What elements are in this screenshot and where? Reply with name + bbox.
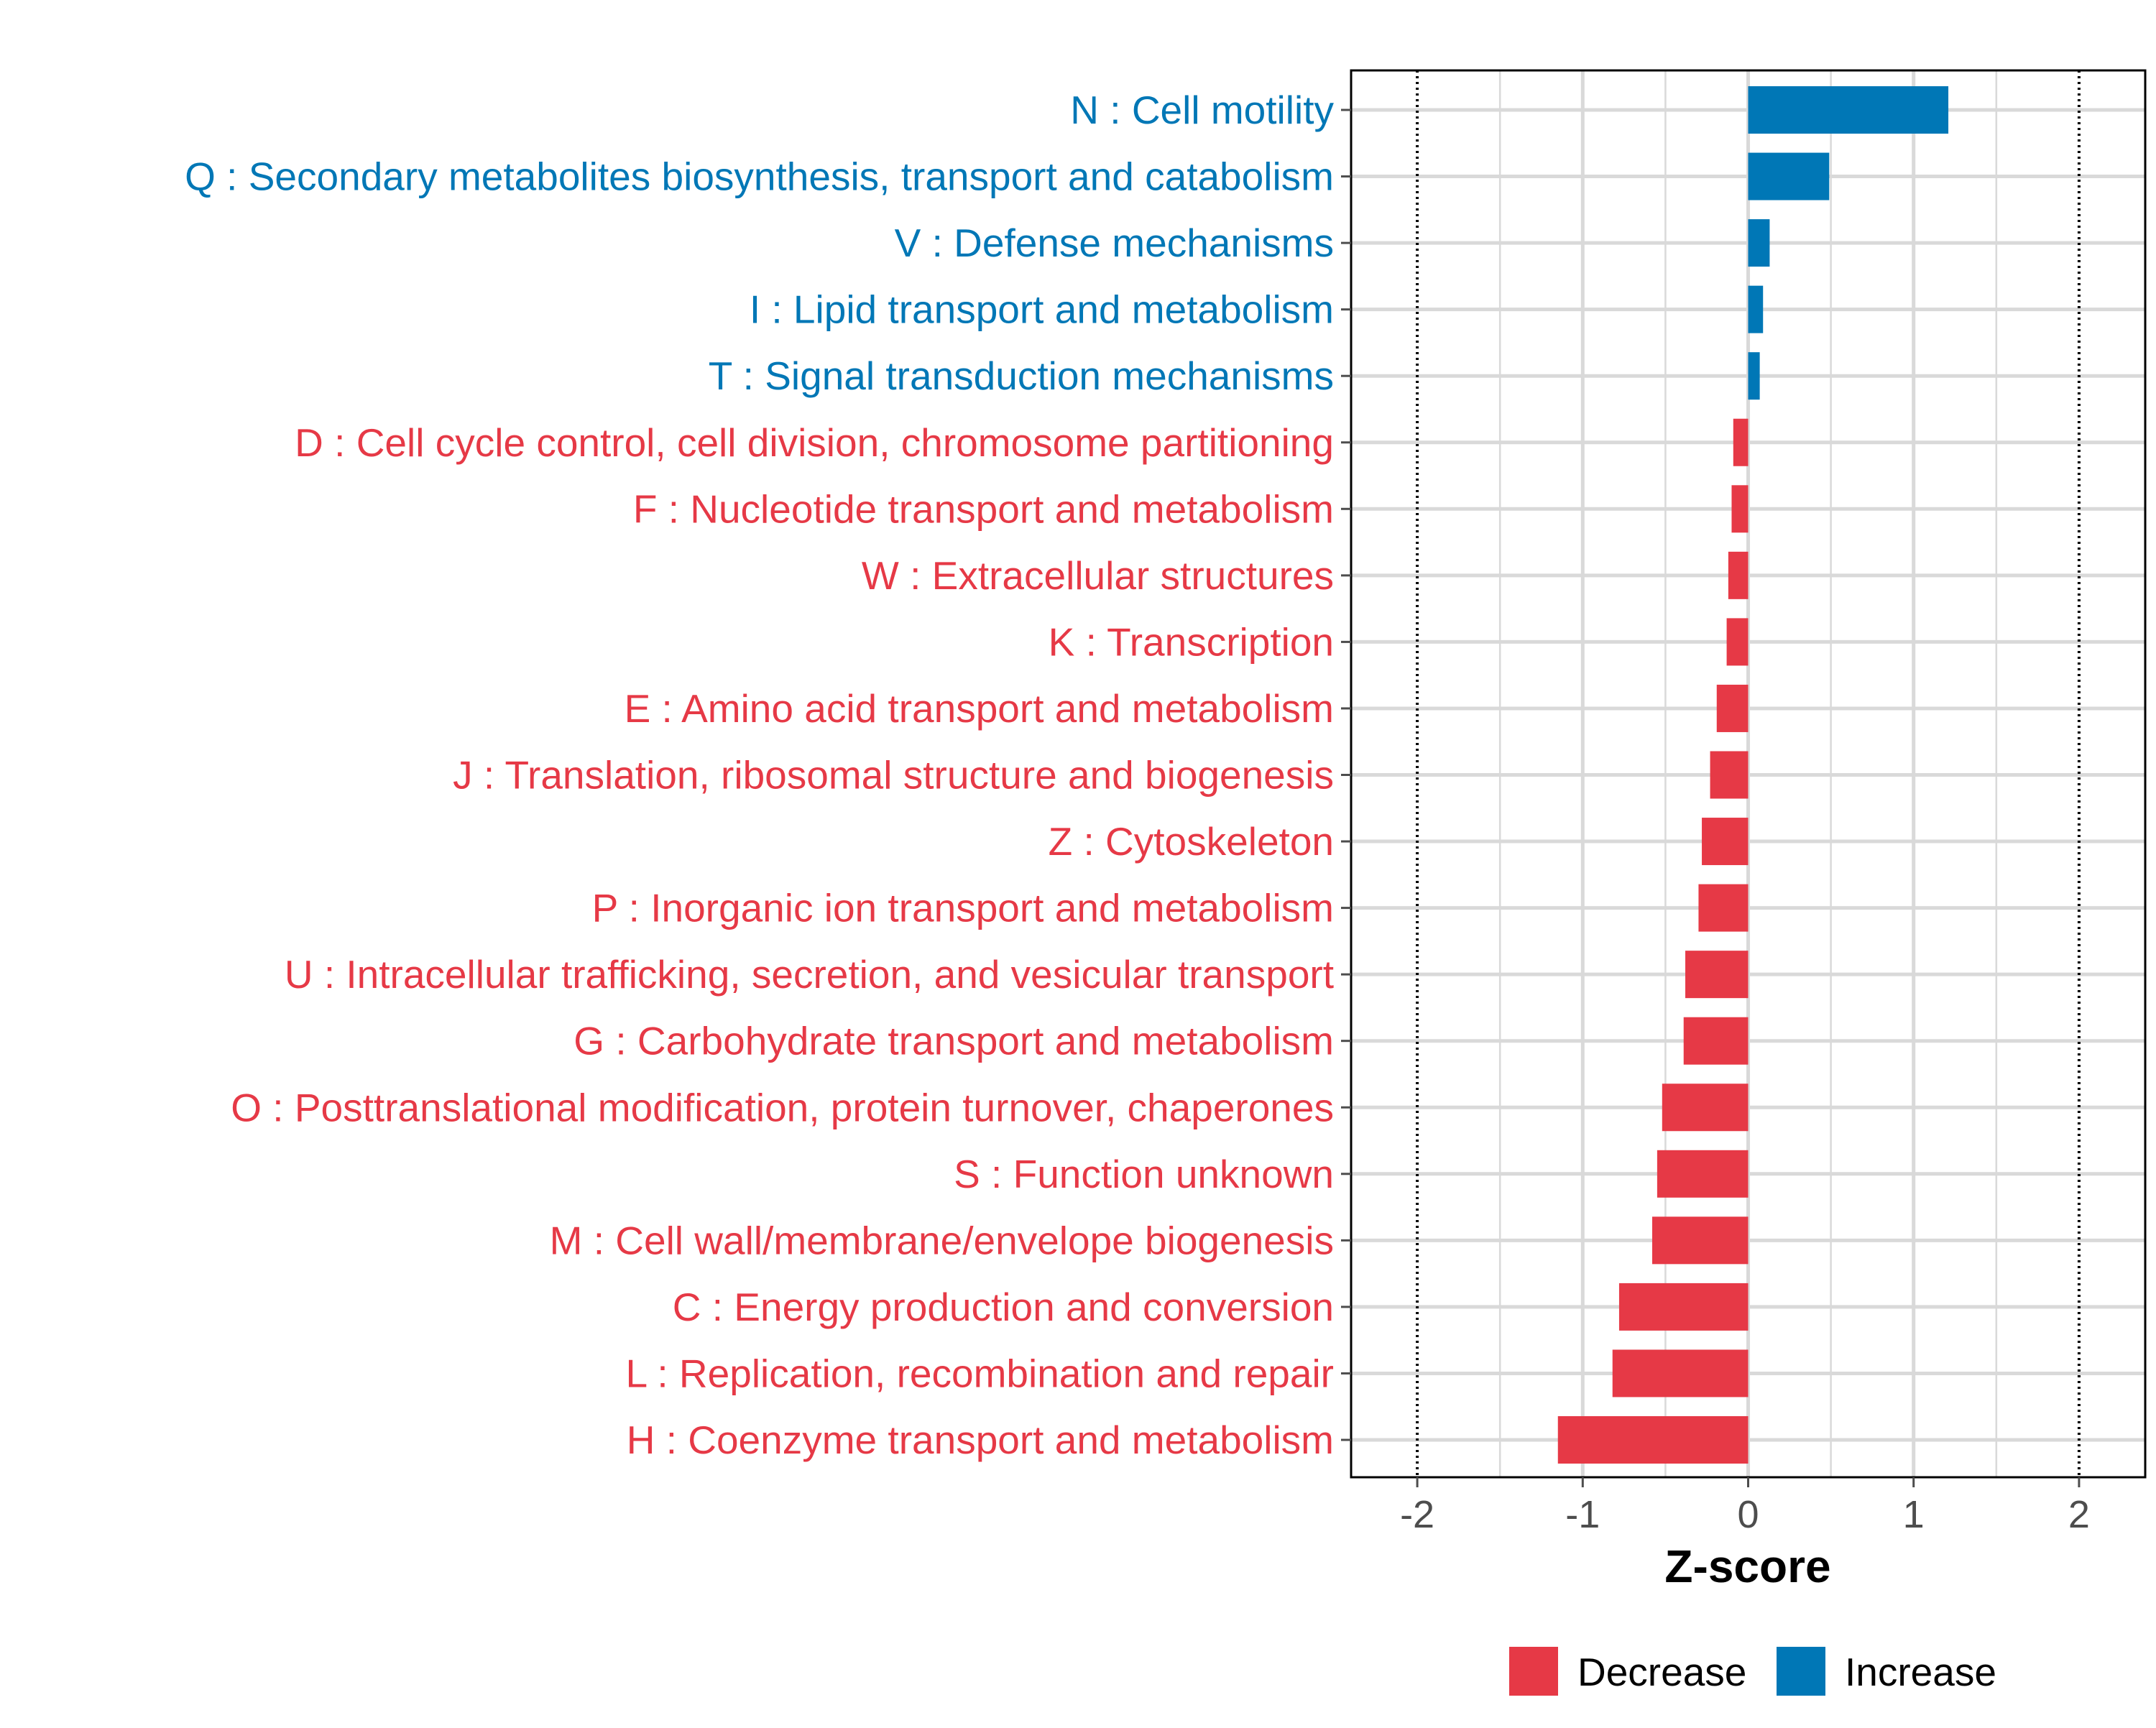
y-tick-label: M : Cell wall/membrane/envelope biogenes… [550,1218,1334,1262]
y-tick-label: V : Defense mechanisms [895,221,1334,265]
bar [1748,285,1764,333]
bar [1748,352,1760,400]
bar [1685,951,1749,999]
bar [1728,551,1749,599]
y-tick-label: W : Extracellular structures [862,553,1334,598]
x-tick-label: -1 [1565,1493,1600,1536]
y-axis: N : Cell motility Q : Secondary metabolit… [185,88,1351,1462]
bar [1698,884,1749,932]
legend-label: Increase [1845,1650,1996,1694]
bar [1657,1150,1749,1198]
bar [1748,86,1949,134]
y-tick-label: S : Function unknown [954,1152,1334,1196]
bar [1662,1084,1749,1132]
x-tick-label: -2 [1400,1493,1434,1536]
bar [1710,751,1749,799]
y-tick-label: J : Translation, ribosomal structure and… [453,753,1334,798]
y-tick-label: K : Transcription [1049,619,1334,664]
y-tick-label: N : Cell motility [1070,88,1334,132]
legend: Decrease Increase [1509,1647,1996,1696]
y-tick-label: F : Nucleotide transport and metabolism [633,486,1334,531]
bar [1612,1349,1749,1397]
legend-label: Decrease [1577,1650,1746,1694]
bar [1702,818,1749,866]
x-tick-label: 2 [2068,1493,2090,1536]
x-tick-label: 1 [1903,1493,1925,1536]
y-tick-label: P : Inorganic ion transport and metaboli… [592,886,1334,930]
bar [1716,684,1749,732]
y-tick-label: Q : Secondary metabolites biosynthesis, … [185,154,1334,199]
x-axis-title: Z-score [1664,1540,1830,1592]
y-tick-label: O : Posttranslational modification, prot… [231,1085,1334,1129]
y-tick-label: I : Lipid transport and metabolism [750,287,1334,332]
bar [1683,1017,1749,1065]
y-tick-label: E : Amino acid transport and metabolism [625,686,1334,731]
y-tick-label: D : Cell cycle control, cell division, c… [295,420,1334,465]
legend-swatch [1777,1647,1825,1696]
y-tick-label: T : Signal transduction mechanisms [709,354,1334,398]
bars-layer [1557,86,1949,1464]
bar [1651,1216,1749,1265]
x-tick-label: 0 [1737,1493,1759,1536]
bar [1731,485,1749,533]
bar [1748,219,1770,267]
y-tick-label: Z : Cytoskeleton [1049,819,1334,864]
x-axis: -2 -1 0 1 2 [1400,1477,2090,1536]
bar [1726,618,1749,666]
bar [1733,418,1749,466]
legend-swatch [1509,1647,1558,1696]
y-tick-label: G : Carbohydrate transport and metabolis… [573,1019,1334,1063]
bar [1557,1416,1749,1464]
y-tick-label: L : Replication, recombination and repai… [626,1351,1334,1395]
y-tick-label: C : Energy production and conversion [673,1285,1334,1329]
bar [1748,152,1830,200]
y-tick-label: H : Coenzyme transport and metabolism [627,1418,1334,1462]
y-tick-label: U : Intracellular trafficking, secretion… [285,952,1334,997]
bar [1618,1283,1749,1331]
